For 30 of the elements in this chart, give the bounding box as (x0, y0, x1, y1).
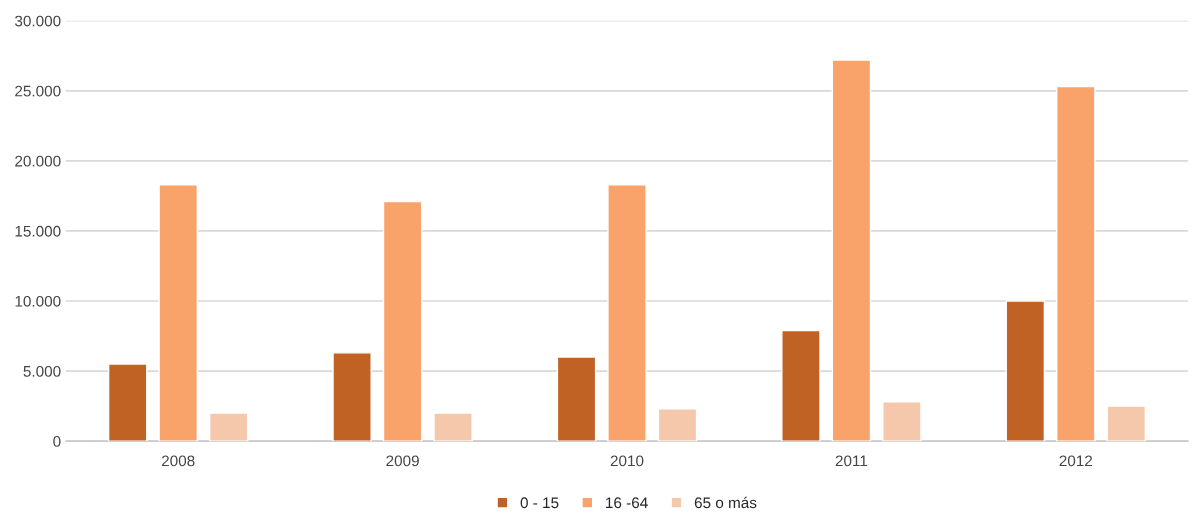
bar (1005, 300, 1046, 442)
bar (1106, 405, 1147, 442)
y-tick-label: 0 (53, 436, 61, 447)
bar (107, 363, 148, 442)
legend-label: 65 o más (694, 496, 757, 509)
bar (1056, 85, 1096, 442)
legend-label: 16 -64 (606, 497, 648, 509)
bar (382, 200, 423, 442)
y-tick-label: 30.000 (15, 15, 61, 27)
bar (433, 412, 473, 442)
x-tick-label: 2011 (835, 455, 868, 467)
bar (831, 59, 872, 442)
bar (556, 356, 597, 442)
x-tick-label: 2008 (161, 455, 195, 467)
bar (657, 408, 698, 442)
bar (208, 412, 249, 442)
y-tick-label: 15.000 (15, 225, 61, 237)
bar (607, 184, 647, 442)
legend-label: 0 - 15 (520, 497, 559, 509)
x-tick-label: 2009 (386, 455, 419, 467)
x-tick-label: 2012 (1059, 455, 1093, 467)
y-tick-label: 10.000 (15, 295, 61, 307)
bar (882, 401, 922, 442)
y-tick-label: 25.000 (15, 85, 61, 97)
bar (332, 352, 372, 442)
y-tick-label: 5.000 (23, 365, 61, 377)
x-tick-label: 2010 (610, 455, 644, 467)
bar (781, 329, 821, 442)
y-tick-label: 20.000 (15, 155, 61, 167)
bar (158, 184, 198, 442)
